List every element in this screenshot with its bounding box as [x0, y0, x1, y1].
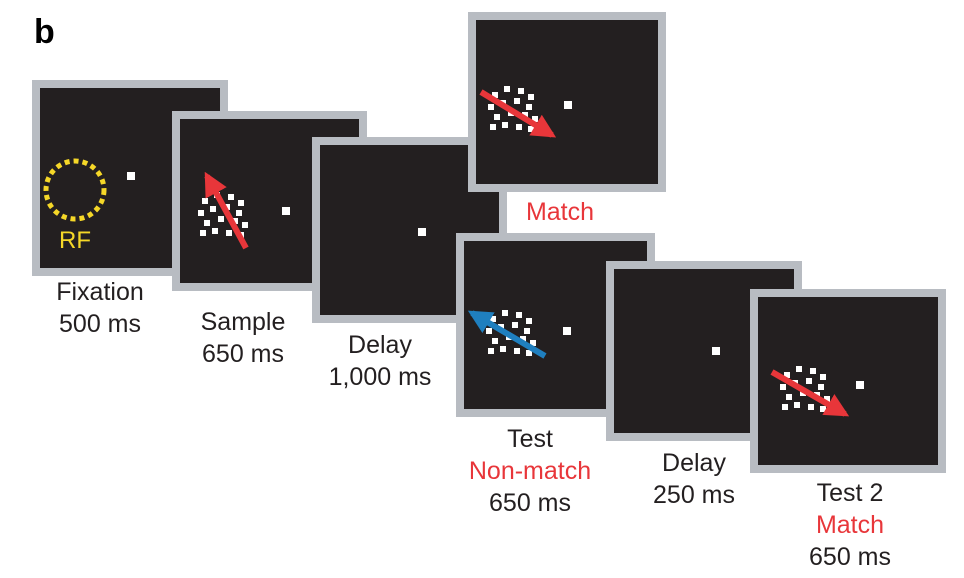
fixation-point	[282, 207, 290, 215]
stimulus-dot	[786, 394, 792, 400]
epoch-duration: 650 ms	[202, 340, 284, 368]
epoch-name: Sample	[200, 308, 286, 336]
stimulus-dot	[784, 372, 790, 378]
stimulus-dot	[210, 206, 216, 212]
stimulus-dot	[796, 366, 802, 372]
stimulus-dot	[524, 328, 530, 334]
fixation-label: Fixation 500 ms	[56, 276, 144, 340]
stimulus-dot	[820, 406, 826, 412]
fixation-point	[564, 101, 572, 109]
fixation-point	[712, 347, 720, 355]
test2-label: Test 2 Match 650 ms	[809, 477, 891, 573]
stimulus-dot	[522, 112, 528, 118]
stimulus-dot	[494, 114, 500, 120]
rf-circle	[43, 158, 107, 222]
stimulus-dot	[232, 218, 238, 224]
fixation-point	[418, 228, 426, 236]
stimulus-dot	[516, 312, 522, 318]
rf-label: RF	[59, 227, 91, 254]
stimulus-dot	[794, 402, 800, 408]
fixation-point	[563, 327, 571, 335]
test2-arrow	[770, 369, 850, 417]
sample-label: Sample 650 ms	[201, 306, 286, 370]
epoch-duration: 650 ms	[489, 489, 571, 517]
match-label: Match	[526, 196, 594, 228]
stimulus-dot	[526, 104, 532, 110]
sample-arrow	[204, 171, 249, 250]
epoch-condition: Match	[525, 198, 595, 226]
stimulus-dot	[202, 198, 208, 204]
stimulus-dot	[488, 104, 494, 110]
stimulus-dot	[514, 348, 520, 354]
stimulus-dot	[492, 338, 498, 344]
stimulus-dot	[238, 200, 244, 206]
stimulus-dot	[520, 336, 526, 342]
epoch-duration: 1,000 ms	[328, 363, 432, 391]
stimulus-dot	[780, 384, 786, 390]
stimulus-dot	[236, 210, 242, 216]
stimulus-dot	[810, 368, 816, 374]
epoch-condition: Non-match	[468, 457, 592, 485]
stimulus-dot	[502, 122, 508, 128]
stimulus-dot	[512, 322, 518, 328]
stimulus-dot	[808, 404, 814, 410]
stimulus-dot	[782, 404, 788, 410]
epoch-duration: 500 ms	[59, 310, 141, 338]
test-label: Test Non-match 650 ms	[469, 423, 591, 519]
stimulus-dot	[212, 228, 218, 234]
epoch-duration: 650 ms	[809, 543, 891, 571]
stimulus-dot	[530, 340, 536, 346]
stimulus-dot	[228, 194, 234, 200]
panel-letter: b	[34, 13, 55, 51]
stimulus-dot	[516, 124, 522, 130]
sample-dots	[198, 192, 248, 238]
stimulus-dot	[818, 384, 824, 390]
stimulus-dot	[514, 98, 520, 104]
stimulus-dot	[204, 220, 210, 226]
epoch-name: Test	[507, 425, 553, 453]
stimulus-dot	[820, 374, 826, 380]
delay2-label: Delay 250 ms	[653, 447, 735, 511]
stimulus-dot	[502, 310, 508, 316]
nonmatch-test-arrow	[467, 310, 547, 359]
fixation-point	[856, 381, 864, 389]
epoch-name: Fixation	[56, 278, 144, 306]
epoch-name: Delay	[348, 331, 412, 359]
stimulus-dot	[526, 350, 532, 356]
match-test-arrow	[479, 89, 557, 138]
stimulus-dot	[490, 124, 496, 130]
epoch-duration: 250 ms	[653, 481, 735, 509]
stimulus-dot	[226, 230, 232, 236]
stimulus-dot	[526, 318, 532, 324]
stimulus-dot	[528, 94, 534, 100]
stimulus-dot	[200, 230, 206, 236]
stimulus-dot	[486, 328, 492, 334]
stimulus-dot	[806, 378, 812, 384]
stimulus-dot	[198, 210, 204, 216]
epoch-condition: Match	[815, 511, 885, 539]
epoch-name: Test 2	[816, 479, 884, 507]
stimulus-dot	[492, 92, 498, 98]
stimulus-dot	[518, 88, 524, 94]
stimulus-dot	[242, 222, 248, 228]
stimulus-dot	[504, 86, 510, 92]
fixation-point	[127, 172, 135, 180]
stimulus-dot	[488, 348, 494, 354]
stimulus-dot	[218, 216, 224, 222]
epoch-name: Delay	[662, 449, 726, 477]
stimulus-dot	[500, 346, 506, 352]
delay-label: Delay 1,000 ms	[329, 329, 432, 393]
